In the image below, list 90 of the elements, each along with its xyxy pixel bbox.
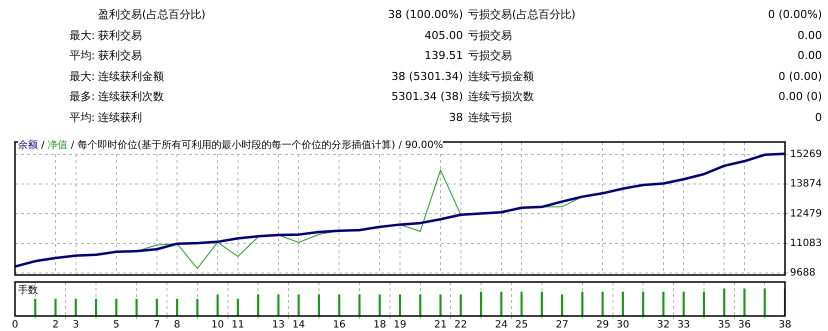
bar <box>662 292 664 316</box>
bar <box>480 292 482 316</box>
text: 亏损交易 <box>468 49 512 63</box>
x-tick-label: 32 <box>657 320 670 331</box>
text: 0 (0.00) <box>778 70 822 84</box>
bar <box>277 294 280 316</box>
text: 0 <box>815 110 822 124</box>
chart-title: 手数 <box>18 284 38 297</box>
x-tick-label: 13 <box>272 320 285 331</box>
text: 38 (5301.34) <box>391 70 463 84</box>
chart-title: 每个即时价位(基于所有可利用的最小时段的每一个价位的分形插值计算) / 90.00% <box>77 140 444 151</box>
x-tick-label: 36 <box>738 320 751 331</box>
annotation: / <box>68 140 78 151</box>
text: 最大: 获利交易 <box>69 28 142 42</box>
bar <box>520 292 523 316</box>
y-tick-label: 12479 <box>790 208 822 220</box>
bar <box>115 298 118 316</box>
text: 平均: 获利交易 <box>69 49 142 63</box>
x-tick-label: 29 <box>596 320 609 331</box>
text: 净值 <box>48 140 68 151</box>
bar <box>257 294 260 316</box>
text: 余额 <box>18 140 38 151</box>
text: 0.00 <box>798 28 822 42</box>
text: 连续亏损金额 <box>468 70 534 84</box>
bar <box>581 292 584 316</box>
text: 405.00 <box>424 28 463 42</box>
bar <box>622 292 624 316</box>
bar <box>682 292 685 316</box>
x-tick-label: 7 <box>154 320 160 331</box>
x-tick-label: 11 <box>232 320 244 331</box>
bar <box>561 294 564 316</box>
text: 平均: 连续获利 <box>69 110 142 124</box>
text: 亏损交易 <box>468 28 512 42</box>
bar <box>764 288 766 316</box>
bar <box>216 294 219 316</box>
text: 38 <box>449 110 463 124</box>
text: 0.00 <box>798 49 822 63</box>
bar <box>642 292 644 316</box>
x-tick-label: 30 <box>616 320 630 331</box>
bar <box>540 292 543 316</box>
x-tick-label: 35 <box>718 320 731 331</box>
x-tick-label: 18 <box>373 320 386 331</box>
text: 连续亏损次数 <box>468 90 534 104</box>
bar <box>74 298 77 316</box>
bar <box>743 288 746 316</box>
bar <box>318 294 320 316</box>
text: 0.00 (0) <box>778 90 822 104</box>
annotation: / <box>38 140 48 151</box>
x-tick-label: 38 <box>778 320 792 331</box>
bar <box>439 294 442 316</box>
bar <box>398 294 402 316</box>
x-tick-label: 8 <box>174 320 180 331</box>
x-tick-label: 21 <box>434 320 447 331</box>
bar <box>298 294 300 316</box>
text: 最大: 连续获利金额 <box>69 70 164 84</box>
x-tick-label: 27 <box>556 320 568 331</box>
bar <box>419 294 422 316</box>
x-tick-label: 33 <box>677 320 690 331</box>
x-tick-label: 24 <box>494 320 508 331</box>
x-tick-label: 22 <box>454 320 468 331</box>
text: 139.51 <box>424 49 463 63</box>
bar <box>460 294 462 316</box>
text: 亏损交易(占总百分比) <box>468 8 576 22</box>
text: 连续亏损 <box>468 110 512 124</box>
text: 盈利交易(占总百分比) <box>98 8 206 22</box>
y-tick-label: 15269 <box>790 148 822 160</box>
bar <box>702 292 706 316</box>
bar <box>34 298 36 316</box>
text: 38 (100.00%) <box>388 8 463 22</box>
y-tick-label: 11083 <box>790 238 822 250</box>
text: 0 (0.00%) <box>768 8 822 22</box>
x-tick-label: 2 <box>52 320 59 331</box>
x-tick-label: 14 <box>292 320 306 331</box>
bar <box>358 294 361 316</box>
x-tick-label: 5 <box>113 320 120 331</box>
y-tick-label: 9688 <box>790 268 816 279</box>
x-tick-label: 10 <box>211 320 224 331</box>
text: 5301.34 (38) <box>391 90 463 104</box>
bar <box>602 292 604 316</box>
bar <box>378 294 381 316</box>
bar <box>723 288 726 316</box>
x-tick-label: 16 <box>332 320 346 331</box>
x-tick-label: 0 <box>12 320 18 331</box>
bar <box>338 294 340 316</box>
x-tick-label: 25 <box>515 320 528 331</box>
text: 最多: 连续获利次数 <box>69 90 164 104</box>
y-tick-label: 13874 <box>790 178 822 190</box>
x-tick-label: 3 <box>72 320 79 331</box>
x-tick-label: 19 <box>394 320 406 331</box>
bar <box>500 292 502 316</box>
